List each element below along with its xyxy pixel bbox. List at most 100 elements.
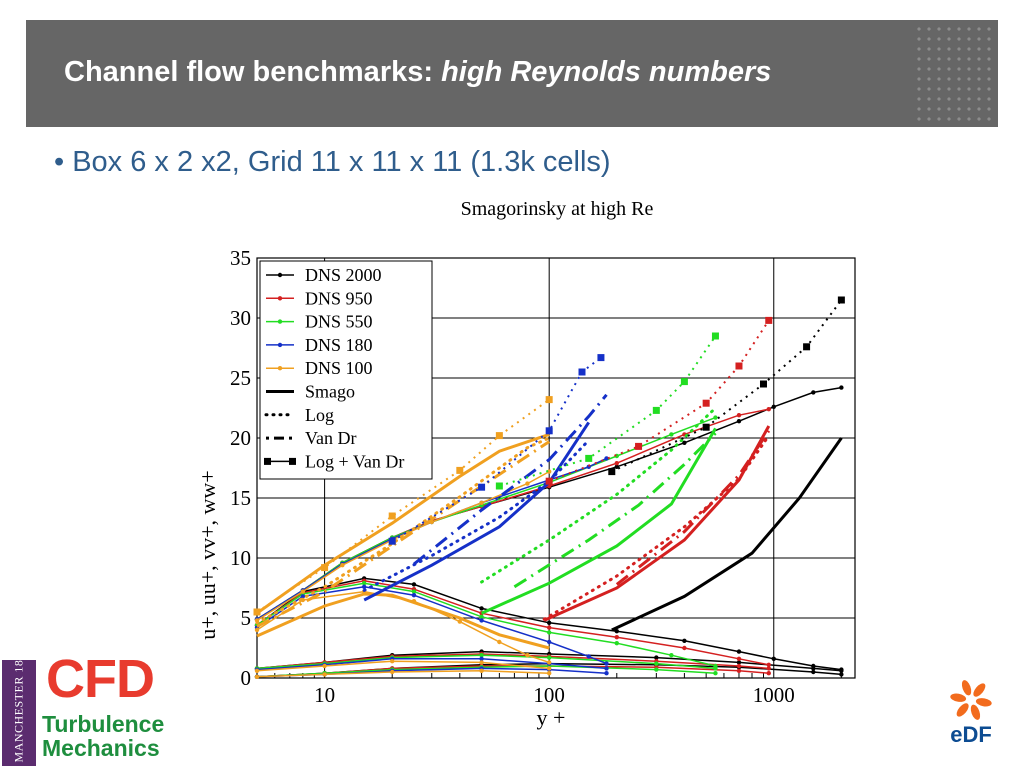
dot-pattern (914, 24, 992, 124)
legend-label: Log (305, 405, 334, 425)
legend-marker (277, 272, 283, 278)
dns-2000-point (682, 638, 687, 643)
dns-100-point (254, 627, 260, 633)
dns-100-point (479, 668, 484, 673)
y-tick-label: 35 (230, 246, 251, 270)
x-tick-label: 1000 (753, 683, 795, 707)
dns-950-point (546, 625, 552, 630)
dns-550-point (361, 581, 367, 586)
dns-2000-point (546, 620, 552, 625)
dns-2000-point (479, 606, 484, 611)
turbulence-text: Turbulence (42, 711, 165, 737)
dns-550-point (654, 667, 659, 672)
dns-550-point (479, 653, 484, 658)
log-van-dr-point (321, 564, 329, 572)
smago-u-line (363, 421, 590, 602)
edf-flower-icon (950, 680, 992, 720)
dns-950-point (736, 656, 742, 661)
dns-2000-point (839, 672, 844, 677)
legend-label: DNS 2000 (305, 265, 382, 285)
van-dr-u-line (413, 393, 608, 566)
edf-logo: eDF (950, 680, 992, 746)
dns-100-point (340, 563, 345, 568)
dns-550-point (546, 630, 552, 635)
dns-950-point (766, 662, 771, 667)
manchester-logo-text: MANCHESTER 1824 (11, 646, 26, 763)
x-axis-label: y + (537, 705, 566, 730)
dns-950-point (614, 461, 619, 466)
log-van-dr-point (680, 378, 688, 386)
x-tick-label: 100 (533, 683, 565, 707)
dns-180-point (604, 671, 609, 676)
dns-100-point (479, 660, 484, 665)
y-tick-label: 0 (241, 666, 252, 690)
dns-2000-uu-line (256, 577, 842, 671)
dns-100-point (546, 666, 552, 671)
dns-100-point (390, 659, 395, 664)
dns-100-point (390, 669, 395, 675)
legend-label: Smago (305, 382, 355, 402)
dns-100-point (525, 653, 530, 658)
dns-550-point (546, 655, 552, 660)
dns-2000-point (736, 649, 742, 654)
dns-100-point (322, 663, 327, 669)
legend-marker (277, 296, 283, 301)
dns-950-point (766, 666, 771, 671)
cfd-logo: CFD (46, 649, 155, 709)
log-van-dr-point (597, 354, 605, 362)
log-u-line (362, 438, 591, 592)
dns-180-point (361, 584, 367, 589)
dns-100-point (497, 639, 502, 645)
dns-180-point (604, 456, 609, 461)
smago-uu-line (256, 592, 550, 650)
dns-180-point (604, 666, 609, 671)
dns-100-point (254, 674, 260, 679)
dns-180-uu-line (256, 586, 607, 665)
dns-100-point (546, 469, 552, 474)
y-tick-label: 10 (230, 546, 251, 570)
dns-2000-point (771, 404, 776, 409)
legend-marker (289, 457, 296, 465)
plot-area: 0 5 10 15 20 25 30 35 10 100 1000 DNS 2000 DNS 950 DN… (230, 246, 856, 707)
log-van-dr-point (388, 537, 396, 545)
log-van-dr-point (495, 482, 503, 490)
dns-180-point (411, 593, 417, 598)
dns-550-point (411, 589, 417, 594)
log-van-dr-point (803, 343, 811, 351)
dns-2000-point (736, 419, 742, 424)
mechanics-text: Mechanics (42, 735, 160, 761)
dns-2000-point (811, 666, 816, 671)
log-van-dr-point (495, 432, 503, 440)
dns-100-point (546, 660, 552, 665)
y-tick-label: 15 (230, 486, 251, 510)
log-van-dr-point (545, 396, 553, 404)
y-tick-label: 5 (241, 606, 252, 630)
legend-label: DNS 950 (305, 288, 373, 308)
chart-title: Smagorinsky at high Re (461, 198, 654, 220)
dns-550-point (479, 614, 484, 619)
dns-550-point (669, 653, 674, 658)
log-van-dr-point (652, 406, 660, 414)
log-van-dr-u-line (391, 356, 602, 543)
log-van-dr-point (837, 296, 845, 304)
dns-180-ww-line (256, 658, 607, 671)
legend-label: DNS 100 (305, 358, 373, 378)
dns-950-point (682, 645, 687, 651)
dns-180-point (586, 654, 591, 659)
dns-100-point (479, 500, 484, 505)
bullet-text: • Box 6 x 2 x2, Grid 11 x 11 x 11 (1.3k … (54, 146, 611, 178)
dns-180-point (300, 594, 306, 599)
turbulence-mechanics-logo: Turbulence Mechanics (42, 712, 164, 760)
log-u-line (255, 436, 551, 625)
legend-label: Van Dr (305, 428, 357, 448)
dns-950-point (766, 671, 771, 676)
legend-marker (264, 457, 271, 465)
dns-550-point (669, 432, 674, 437)
dns-2000-point (682, 440, 687, 445)
edf-wordmark: eDF (950, 722, 992, 746)
dns-100-point (300, 589, 306, 594)
dns-180-point (479, 656, 484, 661)
log-van-dr-point (702, 423, 710, 431)
dns-950-point (766, 407, 771, 412)
log-van-dr-point (585, 454, 593, 462)
